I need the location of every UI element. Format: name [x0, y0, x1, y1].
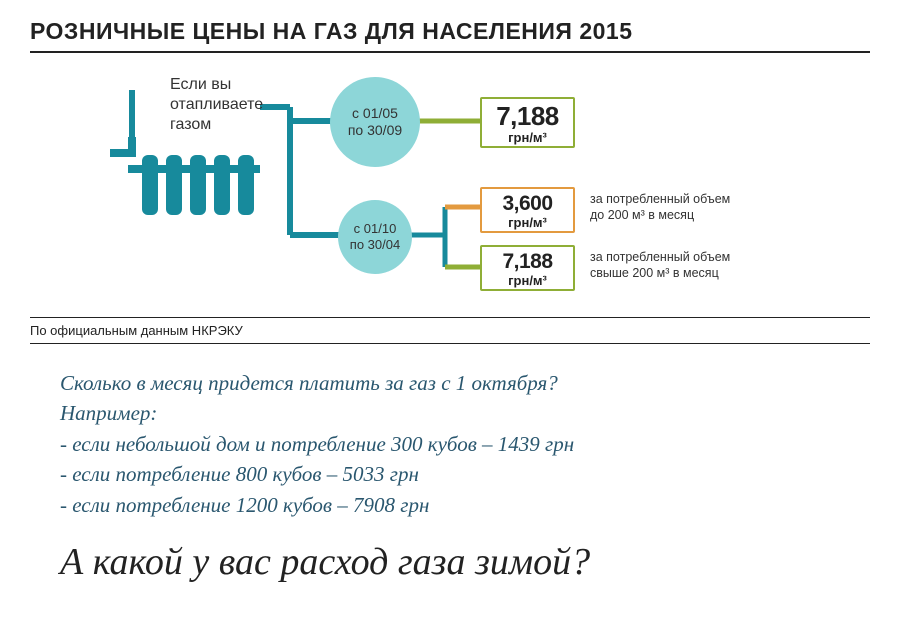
price-winter-high-val: 7,188: [492, 251, 563, 272]
price-winter-low-unit: грн/м³: [492, 216, 563, 229]
radiator-icon: [110, 137, 270, 227]
condition-label: Если вы отапливаете газом: [170, 75, 263, 135]
desc-low-l2: до 200 м³ в месяц: [590, 208, 694, 222]
period-summer-circle: с 01/05 по 30/09: [330, 77, 420, 167]
winter-from: с 01/10: [354, 221, 397, 237]
price-summer-val: 7,188: [492, 103, 563, 129]
source-attribution: По официальным данным НКРЭКУ: [30, 317, 870, 344]
desc-high: за потребленный объем свыше 200 м³ в мес…: [590, 249, 730, 282]
page-title: РОЗНИЧНЫЕ ЦЕНЫ НА ГАЗ ДЛЯ НАСЕЛЕНИЯ 2015: [30, 18, 870, 53]
price-summer-unit: грн/м³: [492, 131, 563, 144]
price-winter-low-box: 3,600 грн/м³: [480, 187, 575, 233]
period-winter-circle: с 01/10 по 30/04: [338, 200, 412, 274]
example-r2: - если потребление 800 кубов – 5033 грн: [60, 459, 870, 489]
example-eg: Например:: [60, 398, 870, 428]
closing-question: А какой у вас расход газа зимой?: [60, 540, 870, 584]
summer-to: по 30/09: [348, 122, 402, 140]
cond-l2: отапливаете: [170, 96, 263, 113]
cond-l1: Если вы: [170, 76, 231, 93]
example-r3: - если потребление 1200 кубов – 7908 грн: [60, 490, 870, 520]
desc-high-l1: за потребленный объем: [590, 250, 730, 264]
price-summer-box: 7,188 грн/м³: [480, 97, 575, 148]
desc-low: за потребленный объем до 200 м³ в месяц: [590, 191, 730, 224]
example-q: Сколько в месяц придется платить за газ …: [60, 368, 870, 398]
summer-from: с 01/05: [352, 105, 398, 123]
example-r1: - если небольшой дом и потребление 300 к…: [60, 429, 870, 459]
desc-high-l2: свыше 200 м³ в месяц: [590, 266, 719, 280]
price-diagram: Если вы отапливаете газом с 01/05 по 30/…: [110, 75, 870, 305]
cond-l3: газом: [170, 116, 211, 133]
price-winter-high-unit: грн/м³: [492, 274, 563, 287]
winter-to: по 30/04: [350, 237, 400, 253]
price-winter-low-val: 3,600: [492, 193, 563, 214]
example-block: Сколько в месяц придется платить за газ …: [60, 368, 870, 520]
price-winter-high-box: 7,188 грн/м³: [480, 245, 575, 291]
desc-low-l1: за потребленный объем: [590, 192, 730, 206]
